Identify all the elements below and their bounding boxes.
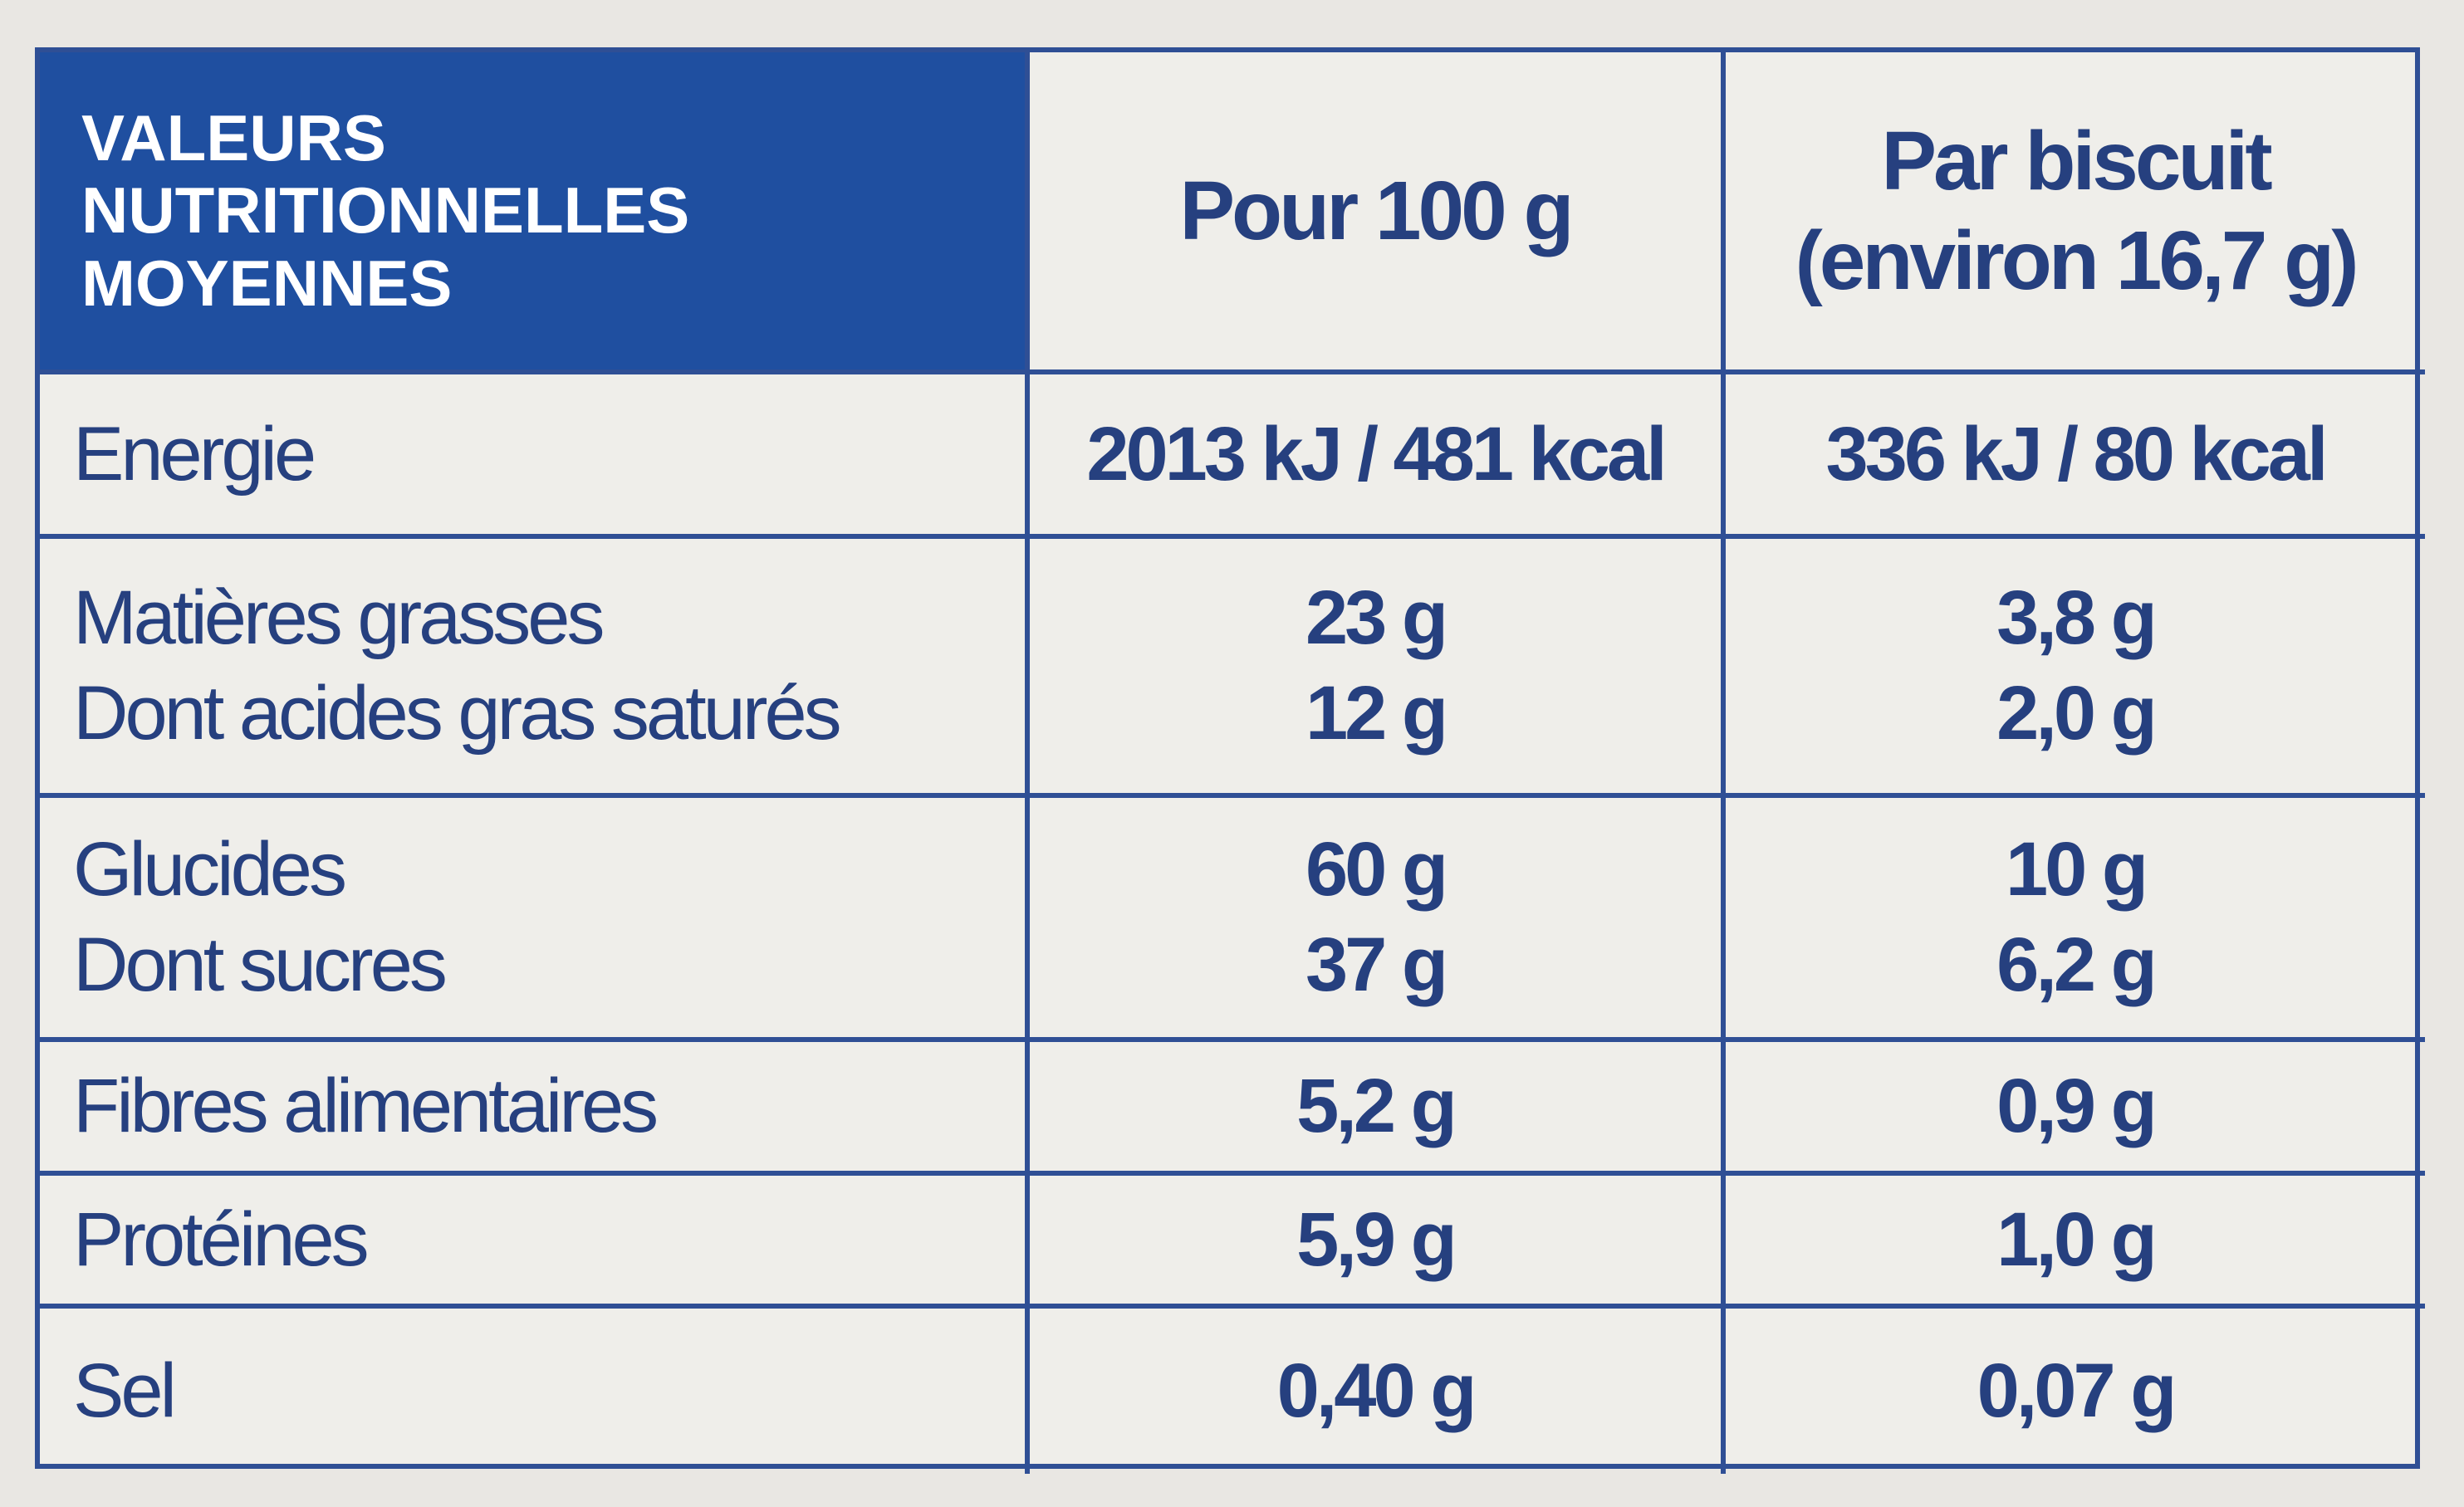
nutrient-label: Sel: [73, 1348, 177, 1433]
nutrient-value: 2013 kJ / 481 kcal: [1086, 411, 1667, 497]
nutrient-value: 336 kJ / 80 kcal: [1825, 411, 2328, 497]
value-cell: 5,9 g: [1030, 1176, 1726, 1309]
value-cell: 3,8 g 2,0 g: [1726, 539, 2425, 798]
header-line: Par biscuit: [1881, 115, 2272, 208]
nutrition-table: VALEURS NUTRITIONNELLES MOYENNES Pour 10…: [35, 47, 2425, 1474]
header-text: Pour 100 g: [1179, 164, 1574, 257]
nutrient-value: 5,9 g: [1296, 1196, 1457, 1282]
nutrient-cell: Sel: [40, 1309, 1030, 1474]
nutrient-value: 10 g: [2005, 827, 2148, 912]
header-line: MOYENNES: [81, 246, 453, 320]
nutrient-value: 6,2 g: [1996, 922, 2158, 1007]
nutrient-label: Protéines: [73, 1196, 370, 1282]
nutrient-label: Matières grasses: [73, 575, 605, 660]
value-cell: 1,0 g: [1726, 1176, 2425, 1309]
nutrient-cell: Glucides Dont sucres: [40, 798, 1030, 1042]
value-cell: 0,07 g: [1726, 1309, 2425, 1474]
header-biscuit: Par biscuit (environ 16,7 g): [1726, 52, 2425, 374]
nutrient-cell: Matières grasses Dont acides gras saturés: [40, 539, 1030, 798]
nutrient-value: 0,07 g: [1977, 1348, 2177, 1433]
header-line: (environ 16,7 g): [1795, 214, 2359, 307]
nutrient-label: Dont acides gras saturés: [73, 671, 842, 756]
nutrient-value: 0,9 g: [1996, 1064, 2158, 1148]
nutrient-cell: Energie: [40, 374, 1030, 539]
value-cell: 5,2 g: [1030, 1042, 1726, 1176]
header-title: VALEURS NUTRITIONNELLES MOYENNES: [40, 52, 1030, 374]
nutrient-cell: Fibres alimentaires: [40, 1042, 1030, 1176]
nutrient-value: 37 g: [1305, 922, 1448, 1007]
value-cell: 10 g 6,2 g: [1726, 798, 2425, 1042]
header-line: VALEURS: [81, 100, 386, 174]
nutrient-value: 1,0 g: [1996, 1196, 2158, 1282]
value-cell: 336 kJ / 80 kcal: [1726, 374, 2425, 539]
nutrient-cell: Protéines: [40, 1176, 1030, 1309]
nutrient-value: 23 g: [1305, 575, 1448, 660]
value-cell: 2013 kJ / 481 kcal: [1030, 374, 1726, 539]
value-cell: 0,9 g: [1726, 1042, 2425, 1176]
nutrient-value: 60 g: [1305, 827, 1448, 912]
nutrient-label: Glucides: [73, 827, 347, 912]
nutrient-value: 3,8 g: [1996, 575, 2158, 660]
nutrient-value: 2,0 g: [1996, 671, 2158, 756]
nutrient-label: Energie: [73, 411, 316, 497]
value-cell: 0,40 g: [1030, 1309, 1726, 1474]
nutrient-value: 5,2 g: [1296, 1064, 1457, 1148]
nutrient-label: Dont sucres: [73, 922, 448, 1007]
nutrient-label: Fibres alimentaires: [73, 1064, 659, 1148]
header-100g: Pour 100 g: [1030, 52, 1726, 374]
header-line: NUTRITIONNELLES: [81, 174, 690, 247]
value-cell: 60 g 37 g: [1030, 798, 1726, 1042]
value-cell: 23 g 12 g: [1030, 539, 1726, 798]
nutrient-value: 12 g: [1305, 671, 1448, 756]
nutrient-value: 0,40 g: [1276, 1348, 1477, 1433]
